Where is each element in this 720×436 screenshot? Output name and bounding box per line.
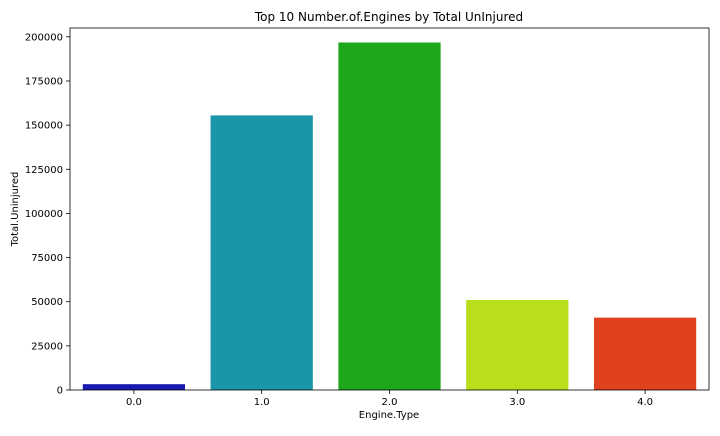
y-tick-label: 25000 xyxy=(31,341,63,352)
plot-area: 0 25000 50000 75000 100000 125000 150000 175000… xyxy=(25,27,710,408)
y-tick-label: 200000 xyxy=(25,32,63,43)
x-tick-label: 4.0 xyxy=(637,397,653,408)
bar-2.0 xyxy=(338,42,441,390)
x-tick-label: 0.0 xyxy=(126,397,142,408)
chart-title: Top 10 Number.of.Engines by Total UnInju… xyxy=(254,10,523,24)
bar-3.0 xyxy=(466,299,569,390)
y-tick-label: 125000 xyxy=(25,165,63,176)
y-tick-label: 50000 xyxy=(31,297,63,308)
y-tick-label: 175000 xyxy=(25,76,63,87)
x-tick-label: 3.0 xyxy=(509,397,525,408)
bar-0.0 xyxy=(82,384,186,390)
x-tick-label: 2.0 xyxy=(382,397,398,408)
bar-4.0 xyxy=(593,317,697,390)
x-tick-label: 1.0 xyxy=(254,397,270,408)
bar-1.0 xyxy=(210,115,313,390)
y-tick-label: 0 xyxy=(57,386,63,397)
y-axis-label: Total.Uninjured xyxy=(10,172,21,248)
x-axis-label: Engine.Type xyxy=(359,410,419,421)
y-tick-label: 150000 xyxy=(25,121,63,132)
y-tick-label: 100000 xyxy=(25,209,63,220)
y-tick-label: 75000 xyxy=(31,253,63,264)
